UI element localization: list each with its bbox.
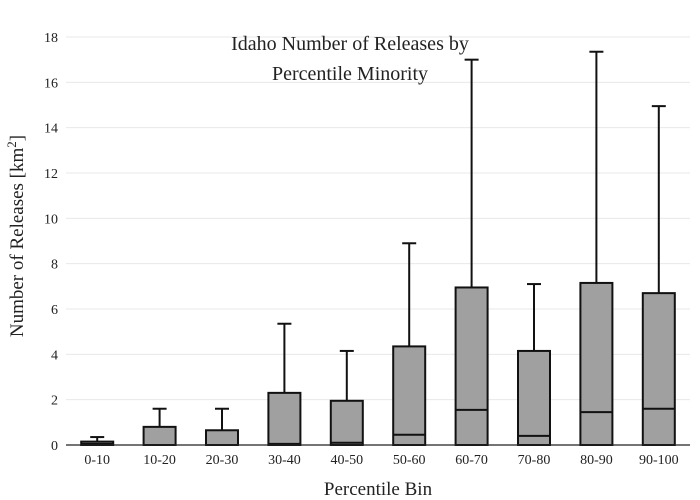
box-body <box>579 281 614 446</box>
x-tick-label: 20-30 <box>206 453 239 468</box>
y-axis-title: Number of Releases [km2] <box>4 135 28 337</box>
box-body <box>267 391 302 447</box>
x-tick-label: 70-80 <box>518 453 551 468</box>
y-tick-label: 14 <box>44 122 58 137</box>
y-axis-title-end: ] <box>7 135 28 141</box>
y-tick-label: 12 <box>44 167 58 182</box>
chart-title-line-1: Idaho Number of Releases by <box>231 33 469 55</box>
x-tick-label: 90-100 <box>639 453 679 468</box>
chart-title-line-2: Percentile Minority <box>272 63 428 85</box>
box-plot-series <box>80 50 676 447</box>
box-40-50 <box>329 349 364 446</box>
x-tick-label: 60-70 <box>455 453 488 468</box>
box-body <box>641 292 676 446</box>
box-10-20 <box>142 407 177 447</box>
y-tick-label: 18 <box>44 31 58 46</box>
y-tick-label: 2 <box>51 394 58 409</box>
box-50-60 <box>392 242 427 446</box>
grid-lines <box>66 36 690 401</box>
y-tick-label: 8 <box>51 258 58 273</box>
x-tick-label: 10-20 <box>143 453 176 468</box>
box-body <box>454 286 489 447</box>
x-tick-label: 40-50 <box>330 453 363 468</box>
x-tick-label: 50-60 <box>393 453 426 468</box>
box-body <box>517 349 551 446</box>
y-tick-label: 4 <box>51 348 58 363</box>
y-axis-title-superscript: 2 <box>4 141 19 148</box>
box-body <box>205 429 239 446</box>
box-30-40 <box>267 322 302 447</box>
x-axis-title: Percentile Bin <box>324 479 433 500</box>
x-tick-label: 30-40 <box>268 453 301 468</box>
y-tick-label: 10 <box>44 212 58 227</box>
y-tick-label: 16 <box>44 76 58 91</box>
box-80-90 <box>579 50 614 446</box>
y-axis-title-main: Number of Releases [km <box>7 147 28 337</box>
y-tick-label: 6 <box>51 303 58 318</box>
box-20-30 <box>205 407 239 446</box>
x-tick-label: 80-90 <box>580 453 613 468</box>
box-60-70 <box>454 58 489 447</box>
box-0-10 <box>80 436 115 447</box>
box-body <box>142 425 177 447</box>
box-body <box>329 399 364 446</box>
box-body <box>392 345 427 446</box>
y-axis-ticks: 0 2 4 6 8 10 12 14 16 18 <box>44 31 58 454</box>
y-tick-label: 0 <box>51 439 58 454</box>
x-axis-ticks: 0-10 10-20 20-30 30-40 40-50 50-60 60-70 70-80 8… <box>84 453 678 468</box>
box-70-80 <box>517 283 551 446</box>
x-tick-label: 0-10 <box>84 453 110 468</box>
box-90-100 <box>641 105 676 446</box>
